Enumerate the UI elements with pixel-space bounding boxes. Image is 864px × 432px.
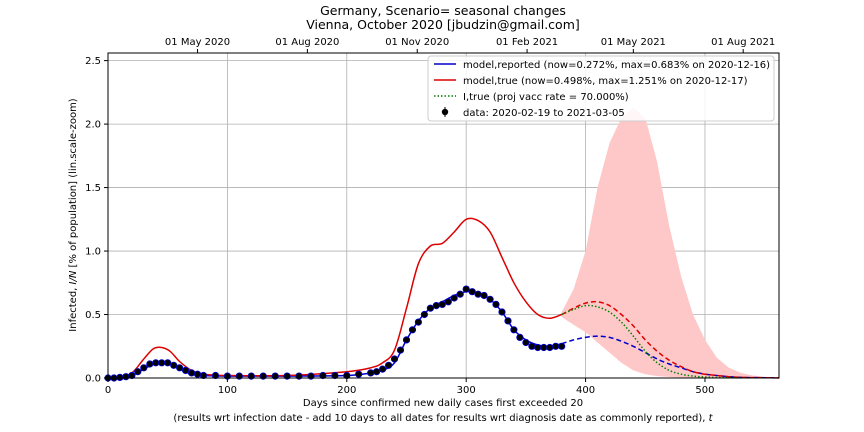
chart-title: Germany, Scenario= seasonal changes: [320, 3, 566, 18]
x-tick-label: 500: [695, 385, 714, 396]
data-point: [474, 290, 482, 298]
y-tick-label: 0.0: [85, 374, 101, 385]
y-axis-label-unit: [% of population] (lin.scale-zoom): [68, 98, 79, 270]
data-point: [492, 300, 500, 308]
data-point: [355, 370, 363, 378]
chart-subtitle: Vienna, October 2020 [jbudzin@gmail.com]: [306, 17, 580, 32]
y-axis-label-text: Infected,: [68, 284, 79, 331]
data-point: [498, 308, 506, 316]
y-tick-label: 2.5: [85, 56, 101, 67]
y-tick-label: 2.0: [85, 120, 101, 131]
data-point: [188, 369, 196, 377]
data-point: [140, 364, 148, 372]
top-tick-label: 01 Nov 2020: [385, 37, 449, 48]
y-tick-label: 0.5: [85, 310, 101, 321]
data-point: [540, 343, 548, 352]
y-axis-ticks: 0.0 0.5 1.0 1.5 2.0 2.5: [85, 56, 108, 385]
top-date-axis-ticks: 01 May 2020 01 Aug 2020 01 Nov 2020 01 Feb …: [165, 37, 775, 53]
data-point: [211, 371, 220, 380]
data-point: [331, 371, 339, 380]
data-point: [193, 370, 202, 378]
legend: model,reported (now=0.272%, max=0.683% o…: [427, 55, 775, 122]
y-axis-label: Infected, I/N [% of population] (lin.sca…: [68, 98, 79, 332]
data-point: [367, 369, 375, 377]
data-point: [468, 288, 476, 296]
legend-label-true: model,true (now=0.498%, max=1.251% on 20…: [463, 76, 748, 87]
x-tick-label: 100: [218, 385, 237, 396]
data-point: [408, 326, 417, 334]
x-axis-label-2-text: (results wrt infection date - add 10 day…: [173, 413, 708, 424]
data-point: [522, 338, 530, 347]
data-point: [462, 285, 470, 293]
data-point: [116, 373, 124, 381]
x-axis-label: Days since confirmed new daily cases fir…: [303, 398, 583, 409]
data-point: [384, 361, 393, 369]
data-point: [450, 294, 458, 302]
data-point: [122, 373, 130, 381]
top-tick-label: 01 May 2020: [165, 37, 230, 48]
data-point: [516, 333, 524, 341]
data-point: [426, 304, 434, 312]
x-tick-label: 300: [457, 385, 476, 396]
data-point: [486, 295, 494, 303]
data-point: [414, 318, 422, 326]
y-tick-label: 1.5: [85, 183, 101, 194]
y-tick-label: 1.0: [85, 247, 101, 258]
data-point: [390, 355, 399, 363]
projection-band-area: [561, 107, 779, 378]
x-tick-label: 0: [105, 385, 111, 396]
data-point: [372, 368, 381, 376]
series-line: [107, 217, 562, 379]
data-point: [558, 342, 566, 350]
x-axis-ticks: 0 100 200 300 400 500: [105, 378, 715, 396]
plot-frame: [107, 52, 780, 379]
data-point: [438, 300, 446, 308]
projection-band: [561, 107, 779, 378]
top-tick-label: 01 Aug 2020: [275, 37, 339, 48]
data-point: [432, 301, 440, 310]
data-point: [528, 342, 536, 350]
data-point: [134, 368, 142, 376]
top-tick-label: 01 Feb 2021: [496, 37, 558, 48]
legend-label-reported: model,reported (now=0.272%, max=0.683% o…: [463, 60, 770, 71]
data-point: [456, 290, 464, 298]
data-point: [420, 310, 428, 319]
data-points: [104, 285, 566, 382]
y-axis-label-var: I/N: [68, 270, 79, 284]
x-axis-label-2: (results wrt infection date - add 10 day…: [173, 413, 713, 424]
legend-label-vacc: I,true (proj vacc rate = 70.000%): [463, 92, 629, 103]
data-point: [510, 326, 518, 334]
data-point: [396, 346, 405, 354]
data-point: [199, 371, 208, 380]
data-point: [444, 298, 452, 306]
series-line: [561, 304, 741, 379]
data-point: [182, 366, 190, 374]
top-tick-label: 01 Aug 2021: [711, 37, 775, 48]
data-point: [552, 342, 560, 350]
data-point: [534, 343, 542, 352]
data-point: [152, 359, 160, 367]
legend-label-data: data: 2020-02-19 to 2021-03-05: [463, 108, 625, 119]
data-point: [480, 291, 488, 300]
x-tick-label: 400: [576, 385, 595, 396]
data-point: [176, 364, 184, 372]
data-point: [402, 336, 411, 344]
legend-swatch-data: [441, 108, 449, 116]
data-point: [128, 371, 136, 380]
data-point: [378, 365, 387, 373]
legend-box: [427, 55, 775, 122]
x-axis-label-2-var: t: [709, 413, 714, 424]
top-tick-label: 01 May 2021: [601, 37, 666, 48]
data-point: [546, 343, 554, 352]
series-line: [561, 300, 780, 379]
data-point: [158, 359, 166, 367]
data-point: [164, 359, 172, 367]
x-tick-label: 200: [337, 385, 356, 396]
data-point: [170, 361, 178, 369]
data-point: [319, 371, 327, 380]
data-point: [504, 317, 512, 325]
data-point: [146, 360, 154, 368]
